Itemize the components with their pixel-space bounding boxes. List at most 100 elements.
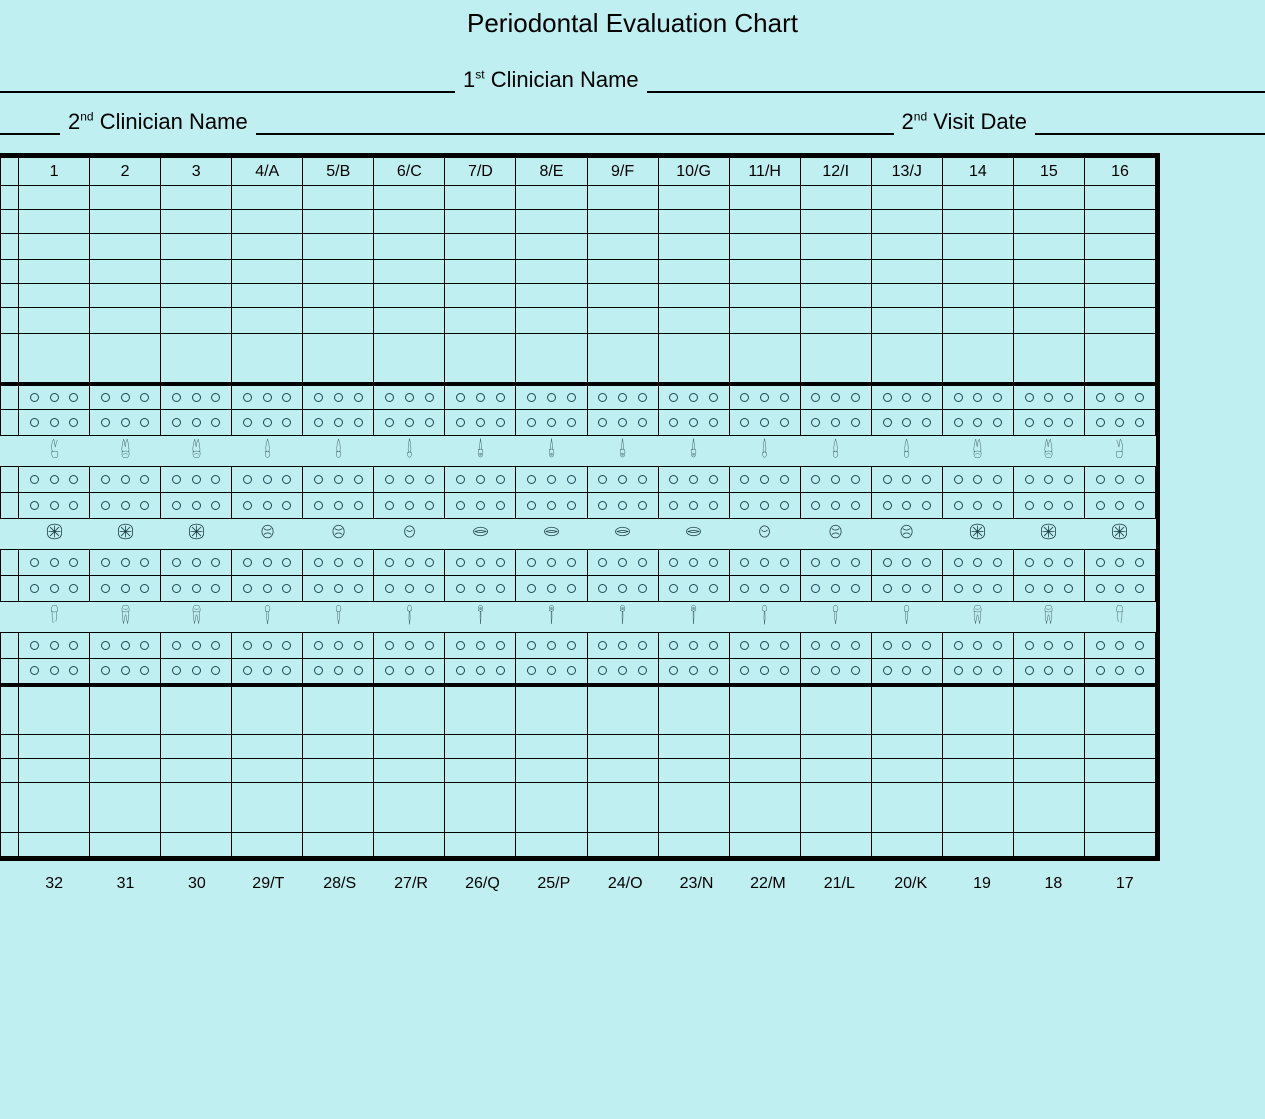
probe-circle[interactable] xyxy=(922,475,931,484)
probe-circle[interactable] xyxy=(69,558,78,567)
data-cell[interactable] xyxy=(942,685,1013,735)
data-cell[interactable] xyxy=(587,260,658,284)
data-cell[interactable] xyxy=(445,260,516,284)
data-cell[interactable] xyxy=(19,783,90,833)
data-cell[interactable] xyxy=(871,334,942,384)
data-cell[interactable] xyxy=(303,833,374,857)
probe-circle[interactable] xyxy=(1025,501,1034,510)
data-cell[interactable] xyxy=(161,833,232,857)
probe-circle[interactable] xyxy=(1135,641,1144,650)
data-cell[interactable] xyxy=(161,284,232,308)
probe-circle[interactable] xyxy=(496,393,505,402)
data-cell[interactable] xyxy=(587,685,658,735)
probe-circle[interactable] xyxy=(211,558,220,567)
probe-cell[interactable] xyxy=(658,633,729,659)
probe-circle[interactable] xyxy=(425,393,434,402)
data-cell[interactable] xyxy=(445,833,516,857)
probe-circle[interactable] xyxy=(689,418,698,427)
probe-cell[interactable] xyxy=(1084,576,1155,602)
probe-cell[interactable] xyxy=(161,467,232,493)
probe-circle[interactable] xyxy=(69,418,78,427)
probe-circle[interactable] xyxy=(385,475,394,484)
probe-circle[interactable] xyxy=(1115,666,1124,675)
probe-circle[interactable] xyxy=(385,641,394,650)
probe-circle[interactable] xyxy=(740,393,749,402)
probe-circle[interactable] xyxy=(282,558,291,567)
probe-circle[interactable] xyxy=(496,501,505,510)
data-cell[interactable] xyxy=(1,334,19,384)
probe-circle[interactable] xyxy=(334,641,343,650)
probe-circle[interactable] xyxy=(709,666,718,675)
probe-cell[interactable] xyxy=(587,384,658,410)
data-cell[interactable] xyxy=(942,186,1013,210)
probe-cell[interactable] xyxy=(871,550,942,576)
probe-circle[interactable] xyxy=(902,501,911,510)
probe-circle[interactable] xyxy=(192,666,201,675)
data-cell[interactable] xyxy=(942,759,1013,783)
data-cell[interactable] xyxy=(942,284,1013,308)
probe-circle[interactable] xyxy=(30,393,39,402)
probe-cell[interactable] xyxy=(800,384,871,410)
probe-cell[interactable] xyxy=(516,633,587,659)
probe-circle[interactable] xyxy=(121,666,130,675)
probe-circle[interactable] xyxy=(1096,558,1105,567)
probe-cell[interactable] xyxy=(19,659,90,685)
data-cell[interactable] xyxy=(516,334,587,384)
probe-circle[interactable] xyxy=(831,666,840,675)
probe-cell[interactable] xyxy=(942,659,1013,685)
probe-circle[interactable] xyxy=(547,501,556,510)
probe-circle[interactable] xyxy=(30,475,39,484)
probe-circle[interactable] xyxy=(547,584,556,593)
probe-cell[interactable] xyxy=(232,550,303,576)
probe-circle[interactable] xyxy=(140,558,149,567)
data-cell[interactable] xyxy=(1013,783,1084,833)
data-cell[interactable] xyxy=(658,783,729,833)
probe-circle[interactable] xyxy=(954,584,963,593)
probe-circle[interactable] xyxy=(50,584,59,593)
probe-circle[interactable] xyxy=(1044,393,1053,402)
probe-circle[interactable] xyxy=(425,475,434,484)
data-cell[interactable] xyxy=(1013,334,1084,384)
probe-circle[interactable] xyxy=(811,418,820,427)
probe-circle[interactable] xyxy=(598,418,607,427)
probe-circle[interactable] xyxy=(780,418,789,427)
data-cell[interactable] xyxy=(587,735,658,759)
probe-circle[interactable] xyxy=(902,584,911,593)
probe-circle[interactable] xyxy=(527,393,536,402)
probe-circle[interactable] xyxy=(243,666,252,675)
probe-circle[interactable] xyxy=(689,558,698,567)
probe-circle[interactable] xyxy=(263,666,272,675)
probe-cell[interactable] xyxy=(942,493,1013,519)
data-cell[interactable] xyxy=(161,308,232,334)
probe-circle[interactable] xyxy=(883,501,892,510)
probe-circle[interactable] xyxy=(973,558,982,567)
data-cell[interactable] xyxy=(1084,783,1155,833)
probe-cell[interactable] xyxy=(516,384,587,410)
probe-cell[interactable] xyxy=(516,576,587,602)
probe-cell[interactable] xyxy=(445,384,516,410)
data-cell[interactable] xyxy=(1013,186,1084,210)
probe-circle[interactable] xyxy=(405,666,414,675)
probe-circle[interactable] xyxy=(69,393,78,402)
probe-circle[interactable] xyxy=(638,475,647,484)
probe-circle[interactable] xyxy=(140,475,149,484)
data-cell[interactable] xyxy=(871,308,942,334)
data-cell[interactable] xyxy=(1013,759,1084,783)
probe-circle[interactable] xyxy=(638,558,647,567)
data-cell[interactable] xyxy=(871,284,942,308)
probe-cell[interactable] xyxy=(303,410,374,436)
data-cell[interactable] xyxy=(232,284,303,308)
probe-circle[interactable] xyxy=(883,558,892,567)
probe-circle[interactable] xyxy=(811,641,820,650)
data-cell[interactable] xyxy=(374,308,445,334)
data-cell[interactable] xyxy=(90,833,161,857)
probe-circle[interactable] xyxy=(740,475,749,484)
probe-cell[interactable] xyxy=(445,633,516,659)
probe-circle[interactable] xyxy=(282,393,291,402)
data-cell[interactable] xyxy=(374,260,445,284)
probe-circle[interactable] xyxy=(50,501,59,510)
probe-circle[interactable] xyxy=(1064,558,1073,567)
probe-circle[interactable] xyxy=(172,418,181,427)
probe-circle[interactable] xyxy=(314,558,323,567)
probe-cell[interactable] xyxy=(90,467,161,493)
